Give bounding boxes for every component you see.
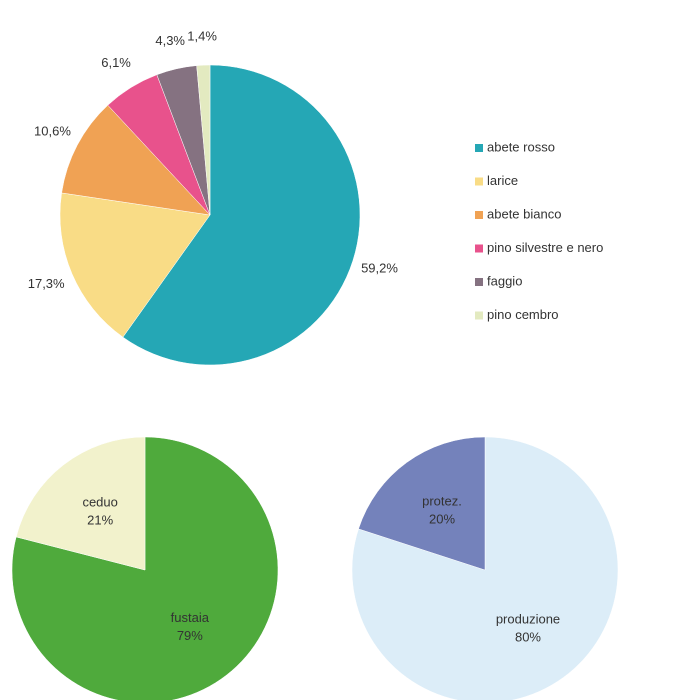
- slice-label: 59,2%: [361, 261, 398, 276]
- slice-label: 4,3%: [155, 33, 185, 48]
- legend-label: abete bianco: [487, 206, 561, 221]
- legend-swatch: [475, 211, 483, 219]
- legend-swatch: [475, 244, 483, 253]
- legend-swatch: [475, 144, 483, 152]
- legend-label: abete rosso: [487, 139, 555, 154]
- pie-slice: [15, 436, 146, 571]
- legend-swatch: [475, 177, 483, 186]
- legend-label: pino cembro: [487, 307, 559, 322]
- slice-category: protez.: [422, 493, 462, 508]
- pie-slice: [196, 64, 211, 216]
- slice-category: fustaia: [171, 610, 210, 625]
- slice-category: ceduo: [82, 495, 117, 510]
- slice-label: 6,1%: [101, 55, 131, 70]
- slice-label: 20%: [429, 511, 455, 526]
- slice-label: 1,4%: [187, 29, 217, 44]
- slice-category: produzione: [496, 612, 560, 627]
- pie-slice: [59, 192, 211, 338]
- legend-swatch: [475, 311, 483, 320]
- slice-label: 17,3%: [28, 276, 65, 291]
- pie-slice: [122, 64, 361, 366]
- slice-label: 10,6%: [34, 124, 71, 139]
- pie-slice: [358, 436, 486, 571]
- pie-slice: [61, 104, 211, 216]
- legend-label: pino silvestre e nero: [487, 240, 603, 255]
- legend-label: faggio: [487, 273, 522, 288]
- legend-label: larice: [487, 173, 518, 188]
- slice-label: 21%: [87, 513, 113, 528]
- slice-label: 80%: [515, 630, 541, 645]
- legend-swatch: [475, 278, 483, 286]
- slice-label: 79%: [177, 628, 203, 643]
